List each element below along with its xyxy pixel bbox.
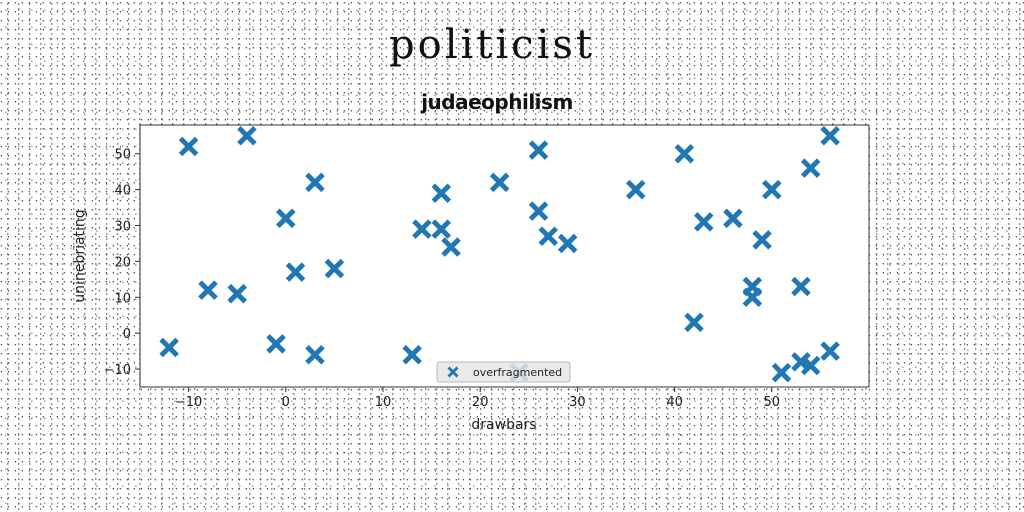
data-point xyxy=(538,226,558,247)
series-markers xyxy=(159,126,840,383)
data-point xyxy=(557,233,578,254)
data-point xyxy=(227,283,247,304)
data-point xyxy=(441,237,461,257)
data-point xyxy=(820,341,840,361)
data-point xyxy=(694,212,714,232)
data-point xyxy=(674,143,695,164)
x-axis-label: drawbars xyxy=(471,417,536,433)
page-title: politicist xyxy=(389,22,595,68)
data-point xyxy=(305,344,325,365)
y-tick-label: 10 xyxy=(114,291,131,306)
data-point xyxy=(402,344,422,365)
plot-area xyxy=(139,124,870,388)
y-tick-label: 20 xyxy=(114,255,131,270)
legend-box xyxy=(436,361,571,383)
y-tick-label: 50 xyxy=(114,148,131,163)
data-point xyxy=(431,219,452,239)
data-point xyxy=(820,126,840,146)
data-point xyxy=(723,208,743,229)
data-point xyxy=(431,183,452,203)
y-axis: −10 0 10 20 30 40 50 xyxy=(104,148,140,378)
y-tick-label: 30 xyxy=(114,219,131,234)
y-tick-label: 40 xyxy=(114,184,131,199)
legend: overfragmented xyxy=(436,361,571,383)
data-point xyxy=(324,258,345,279)
data-point xyxy=(305,172,325,193)
data-point xyxy=(159,337,179,358)
x-tick-label: 0 xyxy=(282,395,290,410)
x-tick-label: −10 xyxy=(175,395,202,410)
data-point xyxy=(800,355,821,376)
data-point xyxy=(237,126,257,146)
data-point xyxy=(198,280,218,300)
data-point xyxy=(528,201,549,221)
data-point xyxy=(178,136,199,157)
data-point xyxy=(800,158,821,178)
legend-marker-overfragmented xyxy=(447,366,459,378)
x-tick-label: 20 xyxy=(472,395,489,410)
data-point xyxy=(625,179,646,200)
x-tick-label: 40 xyxy=(666,395,683,410)
data-point xyxy=(276,208,296,229)
data-point xyxy=(684,312,704,333)
chart-title: judaeophilism xyxy=(420,90,573,114)
legend-marker-icon xyxy=(447,366,459,378)
data-point xyxy=(771,362,792,383)
data-point xyxy=(742,287,763,308)
data-point xyxy=(791,276,811,297)
data-point xyxy=(752,230,772,250)
y-tick-label: −10 xyxy=(104,363,131,378)
y-axis-label: uninebriating xyxy=(72,209,88,302)
x-axis: −10 0 10 20 30 40 50 xyxy=(175,387,780,410)
x-tick-label: 10 xyxy=(375,395,392,410)
data-point xyxy=(412,219,432,239)
y-tick-label: 0 xyxy=(123,327,131,342)
x-tick-label: 50 xyxy=(764,395,781,410)
data-point xyxy=(285,262,306,282)
data-point xyxy=(489,172,510,193)
x-tick-label: 30 xyxy=(569,395,586,410)
data-point xyxy=(266,334,286,354)
legend-label-overfragmented: overfragmented xyxy=(473,366,562,379)
data-point xyxy=(762,179,782,200)
data-point xyxy=(528,140,549,160)
